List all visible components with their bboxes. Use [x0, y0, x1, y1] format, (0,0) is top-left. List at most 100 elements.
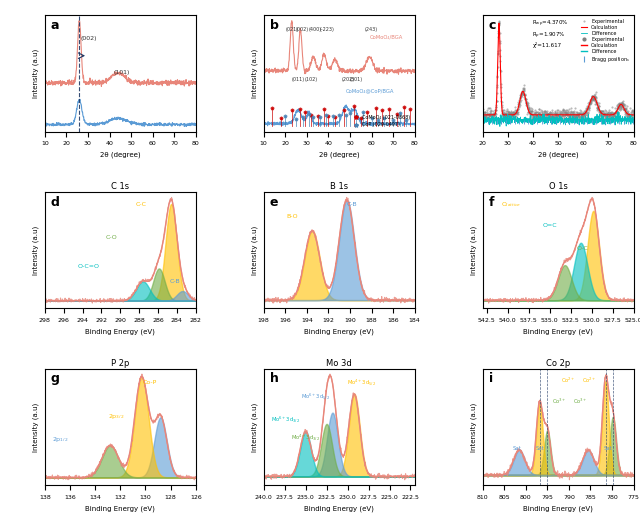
Difference	[596, 117, 604, 123]
Calculation	[494, 42, 502, 49]
Title: Co 2p: Co 2p	[546, 359, 570, 368]
Text: O-C=O: O-C=O	[78, 264, 100, 269]
Text: Co$^{2+}$: Co$^{2+}$	[561, 376, 576, 385]
Experimental	[545, 115, 553, 121]
Experimental	[494, 48, 502, 54]
Text: Co$^{2+}$: Co$^{2+}$	[582, 376, 597, 385]
X-axis label: Binding Energy (eV): Binding Energy (eV)	[85, 329, 156, 335]
Text: 2p$_{3/2}$: 2p$_{3/2}$	[108, 412, 125, 421]
Text: Mo$^{4+}$3d$_{5/2}$: Mo$^{4+}$3d$_{5/2}$	[347, 378, 376, 387]
Text: (243): (243)	[365, 27, 378, 33]
Difference	[494, 115, 502, 121]
Difference	[496, 123, 504, 130]
Text: C-C: C-C	[136, 202, 147, 207]
Difference	[545, 116, 553, 122]
X-axis label: 2θ (degree): 2θ (degree)	[100, 152, 141, 158]
Calculation	[596, 109, 604, 115]
Text: h: h	[269, 373, 278, 385]
Legend: CoMoO₄ (021-0868), CoP (029-0497): CoMoO₄ (021-0868), CoP (029-0497)	[349, 113, 412, 130]
Text: e: e	[269, 196, 278, 208]
Text: CoMoO₄@CoP/BGA: CoMoO₄@CoP/BGA	[346, 89, 394, 93]
Line: Calculation: Calculation	[483, 23, 634, 115]
Text: (301): (301)	[350, 77, 363, 83]
Experimental	[540, 108, 548, 115]
Calculation	[582, 108, 590, 115]
Text: i: i	[489, 373, 493, 385]
Text: b: b	[269, 19, 278, 32]
Title: Mo 3d: Mo 3d	[326, 359, 352, 368]
Text: Mo$^{6+}$3d$_{3/2}$: Mo$^{6+}$3d$_{3/2}$	[271, 415, 300, 424]
Title: P 2p: P 2p	[111, 359, 129, 368]
Experimental	[479, 110, 486, 116]
Experimental	[583, 111, 591, 118]
Text: Mo$^{6+}$3d$_{5/2}$: Mo$^{6+}$3d$_{5/2}$	[301, 392, 330, 401]
Text: O$_{lattice}$: O$_{lattice}$	[500, 200, 521, 209]
Text: Sat: Sat	[536, 446, 544, 451]
Text: (021): (021)	[285, 27, 298, 33]
Experimental	[597, 108, 605, 114]
Y-axis label: Intensity (a.u): Intensity (a.u)	[33, 225, 39, 275]
Text: (101): (101)	[114, 70, 130, 75]
Y-axis label: Intensity (a.u): Intensity (a.u)	[33, 402, 39, 452]
Text: CoMoO₄/BGA: CoMoO₄/BGA	[369, 35, 403, 40]
Text: Mo$^{4+}$3d$_{3/2}$: Mo$^{4+}$3d$_{3/2}$	[291, 432, 320, 442]
X-axis label: Binding Energy (eV): Binding Energy (eV)	[523, 505, 593, 512]
Text: (202): (202)	[341, 77, 355, 83]
Text: 2p$_{1/2}$: 2p$_{1/2}$	[52, 436, 68, 444]
Text: O=C: O=C	[543, 223, 557, 228]
Text: (011): (011)	[292, 77, 305, 83]
Difference	[479, 115, 486, 121]
Text: c: c	[489, 19, 496, 32]
Text: Sat: Sat	[513, 446, 522, 451]
Text: C-B: C-B	[170, 279, 180, 284]
Difference	[600, 114, 607, 120]
Y-axis label: Intensity (a.u): Intensity (a.u)	[252, 225, 258, 275]
Text: (002): (002)	[296, 27, 309, 33]
Line: Difference: Difference	[483, 112, 634, 126]
Y-axis label: Intensity (a.u): Intensity (a.u)	[33, 49, 39, 98]
X-axis label: Binding Energy (eV): Binding Energy (eV)	[85, 505, 156, 512]
Y-axis label: Intensity (a.u): Intensity (a.u)	[252, 49, 258, 98]
Calculation	[630, 112, 637, 118]
Calculation	[495, 20, 503, 26]
Calculation	[540, 112, 548, 118]
Y-axis label: Intensity (a.u): Intensity (a.u)	[470, 49, 477, 98]
Text: Co$^{3+}$: Co$^{3+}$	[573, 397, 588, 406]
Text: (102): (102)	[305, 77, 318, 83]
Text: g: g	[51, 373, 60, 385]
Text: Co-P: Co-P	[143, 380, 157, 385]
Y-axis label: Intensity (a.u): Intensity (a.u)	[470, 225, 477, 275]
Text: (-223): (-223)	[320, 27, 335, 33]
X-axis label: 2θ (degree): 2θ (degree)	[538, 152, 579, 158]
Experimental	[630, 110, 637, 116]
Experimental	[495, 18, 503, 24]
Title: B 1s: B 1s	[330, 182, 348, 191]
Difference	[630, 117, 637, 123]
X-axis label: Binding Energy (eV): Binding Energy (eV)	[523, 329, 593, 335]
Title: O 1s: O 1s	[548, 182, 568, 191]
Difference	[614, 109, 621, 115]
Legend: Experimental, Calculation, Difference, Experimental, Calculation, Difference, Br: Experimental, Calculation, Difference, E…	[580, 18, 631, 64]
Text: f: f	[489, 196, 494, 208]
Difference	[540, 116, 548, 122]
Calculation	[600, 111, 607, 117]
X-axis label: 2θ (degree): 2θ (degree)	[319, 152, 360, 158]
Calculation	[545, 112, 553, 118]
Text: B-O: B-O	[286, 214, 298, 219]
Text: (002): (002)	[81, 36, 97, 41]
Title: C 1s: C 1s	[111, 182, 129, 191]
Y-axis label: Intensity (a.u): Intensity (a.u)	[470, 402, 477, 452]
Text: Co$^{3+}$: Co$^{3+}$	[552, 397, 567, 406]
Text: Sat: Sat	[604, 446, 612, 451]
Text: d: d	[51, 196, 60, 208]
Text: C-B: C-B	[347, 202, 357, 207]
X-axis label: Binding Energy (eV): Binding Energy (eV)	[304, 329, 374, 335]
Text: O-C: O-C	[576, 246, 588, 251]
Y-axis label: Intensity (a.u): Intensity (a.u)	[252, 402, 258, 452]
Text: a: a	[51, 19, 60, 32]
X-axis label: Binding Energy (eV): Binding Energy (eV)	[304, 505, 374, 512]
Calculation	[479, 112, 486, 118]
Line: Experimental: Experimental	[483, 21, 634, 123]
Experimental	[600, 115, 607, 121]
Experimental	[568, 119, 575, 125]
